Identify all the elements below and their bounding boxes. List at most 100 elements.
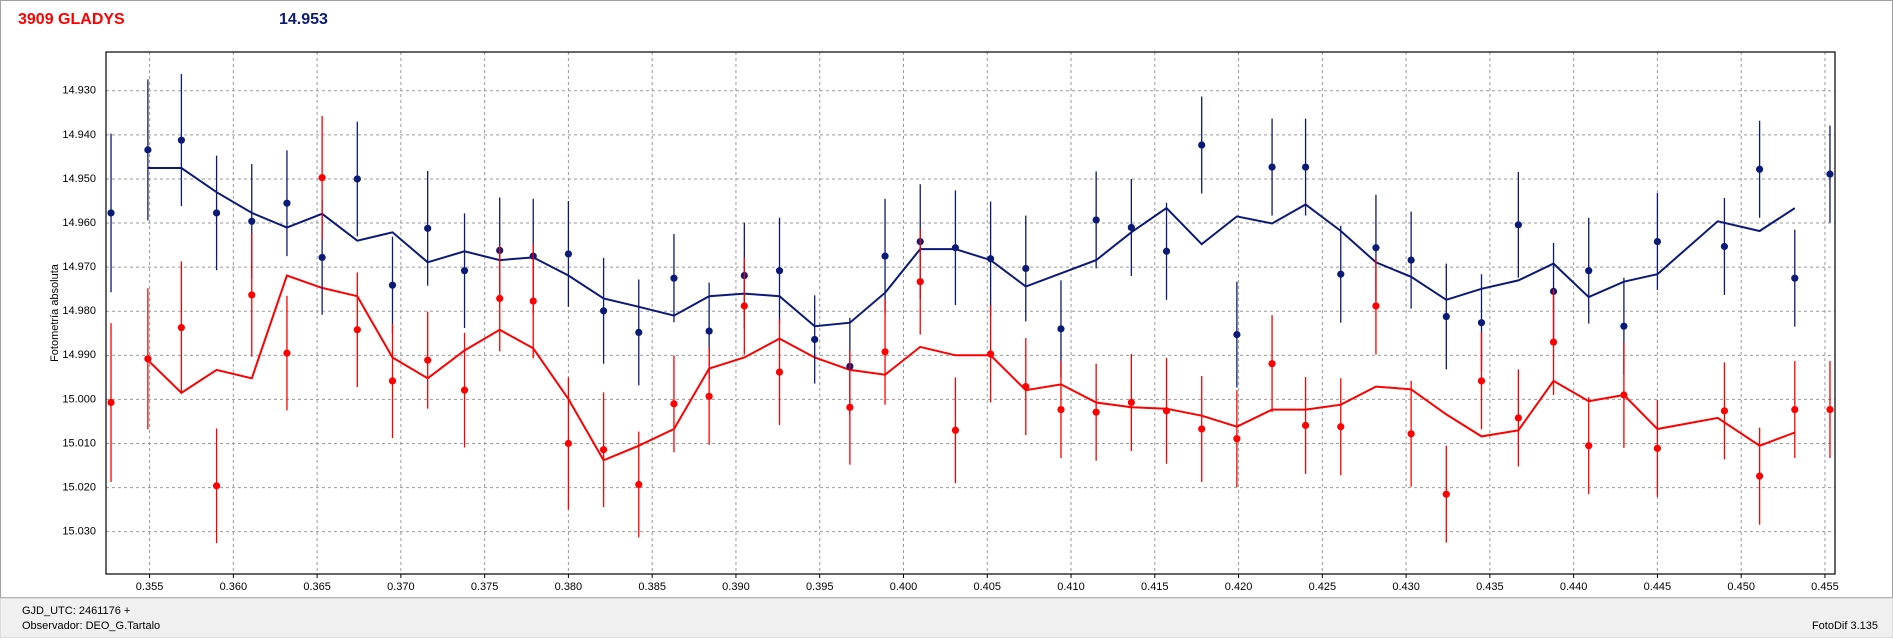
data-point: [1826, 170, 1834, 178]
x-tick-label: 0.440: [1560, 581, 1588, 593]
chart-subtitle: 14.953: [279, 11, 328, 28]
y-tick-label: 14.930: [62, 85, 96, 97]
x-tick-label: 0.435: [1476, 581, 1504, 593]
y-tick-label: 14.950: [62, 173, 96, 185]
data-point: [951, 244, 960, 252]
data-point: [1268, 360, 1276, 368]
data-point: [353, 175, 361, 183]
data-point: [1720, 242, 1729, 251]
data-point: [670, 400, 678, 408]
x-tick-label: 0.445: [1644, 581, 1672, 593]
data-point: [388, 377, 397, 385]
data-point: [705, 392, 713, 400]
data-point: [1022, 383, 1030, 391]
y-axis-label: Fotometría absoluta: [49, 263, 61, 362]
data-point: [1477, 377, 1486, 385]
data-point: [1301, 163, 1310, 171]
data-point: [1337, 270, 1345, 278]
data-point: [460, 386, 469, 394]
x-tick-label: 0.455: [1811, 581, 1839, 593]
data-point: [1620, 322, 1628, 330]
data-point: [1585, 267, 1593, 275]
data-point: [951, 426, 960, 434]
y-tick-label: 15.020: [62, 481, 96, 493]
data-point: [144, 146, 152, 154]
data-point: [212, 209, 221, 217]
data-point: [599, 307, 608, 315]
x-tick-label: 0.380: [555, 581, 583, 593]
y-tick-label: 14.980: [62, 305, 96, 317]
data-point: [1653, 237, 1662, 246]
data-point: [424, 356, 432, 364]
data-point: [740, 302, 748, 310]
data-point: [248, 291, 256, 299]
y-tick-label: 15.000: [62, 393, 96, 405]
data-point: [1653, 444, 1662, 452]
x-tick-label: 0.430: [1392, 581, 1420, 593]
data-point: [177, 323, 185, 332]
data-point: [775, 368, 784, 376]
data-point: [1620, 391, 1628, 399]
data-point: [1162, 247, 1171, 255]
x-tick-label: 0.410: [1057, 581, 1085, 593]
x-tick-label: 0.450: [1727, 581, 1755, 593]
y-tick-label: 14.970: [62, 261, 96, 273]
data-point: [599, 446, 608, 454]
data-point: [1337, 423, 1345, 431]
data-point: [1372, 302, 1380, 310]
y-tick-label: 15.010: [62, 437, 96, 449]
data-point: [881, 252, 889, 260]
x-tick-label: 0.365: [303, 581, 331, 593]
data-point: [496, 294, 504, 303]
data-point: [846, 403, 854, 411]
data-point: [248, 217, 256, 225]
data-point: [1233, 435, 1241, 443]
footer-software: FotoDif 3.135: [1812, 620, 1878, 632]
data-point: [775, 267, 784, 275]
data-point: [1092, 408, 1100, 416]
data-point: [1127, 398, 1135, 407]
data-point: [1057, 325, 1065, 333]
data-point: [987, 350, 995, 358]
model-line: [147, 274, 1796, 462]
data-point: [1301, 421, 1310, 430]
footer-observer: Observador: DEO_G.Tartalo: [22, 620, 160, 632]
data-point: [705, 327, 713, 335]
data-point: [1092, 216, 1100, 224]
y-tick-label: 15.030: [62, 526, 96, 538]
data-point: [1233, 331, 1241, 339]
x-tick-label: 0.385: [638, 581, 666, 593]
x-tick-label: 0.370: [387, 581, 415, 593]
data-point: [1442, 312, 1450, 321]
data-point: [1791, 274, 1799, 282]
plot-border: [105, 51, 1836, 575]
chart-title: 3909 GLADYS: [18, 11, 125, 28]
data-point: [177, 136, 185, 144]
x-tick-label: 0.360: [220, 581, 248, 593]
data-point: [318, 174, 326, 182]
data-point: [811, 335, 819, 344]
data-point: [1477, 319, 1486, 327]
data-point: [1585, 442, 1593, 450]
x-tick-label: 0.355: [136, 581, 164, 593]
x-tick-label: 0.395: [806, 581, 834, 593]
data-point: [424, 224, 432, 232]
plot-area: [106, 52, 1835, 574]
data-point: [1720, 407, 1729, 415]
data-point: [1127, 223, 1135, 232]
x-tick-label: 0.420: [1225, 581, 1253, 593]
data-point: [107, 209, 115, 217]
data-point: [564, 439, 573, 448]
data-point: [283, 349, 291, 357]
data-point: [1514, 414, 1522, 422]
x-tick-label: 0.400: [890, 581, 918, 593]
data-point: [1198, 141, 1206, 149]
x-tick-label: 0.425: [1309, 581, 1337, 593]
data-point: [1372, 244, 1380, 252]
data-point: [1268, 163, 1276, 171]
data-point: [635, 480, 643, 489]
data-point: [1756, 165, 1764, 173]
data-point: [107, 398, 115, 407]
data-point: [1057, 405, 1065, 414]
